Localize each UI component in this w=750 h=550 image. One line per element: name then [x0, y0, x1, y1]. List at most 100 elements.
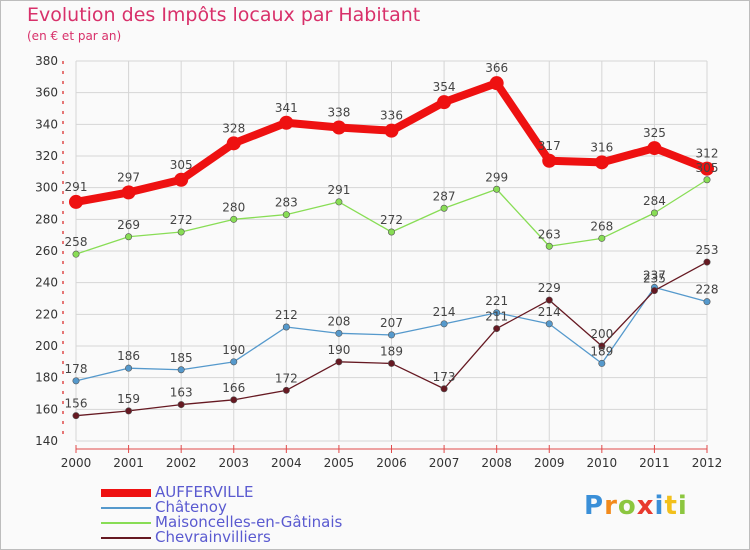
data-label: 272	[380, 213, 403, 227]
y-tick-label: 180	[35, 371, 58, 385]
data-label: 317	[538, 139, 561, 153]
legend-label: Maisoncelles-en-Gâtinais	[155, 513, 343, 531]
data-point	[69, 194, 83, 209]
chart-legend: AUFFERVILLE Châtenoy Maisoncelles-en-Gâtin…	[101, 485, 342, 545]
data-point	[177, 228, 185, 236]
chart-title: Evolution des Impôts locaux par Habitant	[27, 4, 421, 26]
data-label: 299	[485, 170, 508, 184]
data-point	[387, 359, 395, 367]
logo-letter: t	[664, 491, 678, 521]
data-point	[331, 120, 346, 135]
data-label: 214	[433, 305, 456, 319]
data-label: 214	[538, 305, 561, 319]
data-label: 328	[222, 121, 245, 135]
data-label: 336	[380, 109, 403, 123]
x-tick-label: 2005	[324, 456, 355, 470]
data-point	[545, 320, 553, 328]
data-point	[226, 136, 241, 151]
data-point	[700, 161, 714, 176]
logo-letter: x	[636, 491, 655, 521]
data-point	[72, 250, 80, 258]
chart-subtitle: (en € et par an)	[27, 29, 122, 43]
y-tick-label: 300	[35, 181, 58, 195]
x-tick-label: 2008	[481, 456, 512, 470]
data-label: 172	[275, 371, 298, 385]
data-label: 268	[590, 219, 613, 233]
data-label: 253	[696, 243, 719, 257]
data-point	[125, 407, 133, 415]
data-label: 190	[327, 343, 350, 357]
y-tick-label: 360	[35, 86, 58, 100]
logo-letter: r	[604, 491, 618, 521]
data-point	[335, 358, 343, 366]
data-point	[279, 115, 294, 130]
x-tick-label: 2012	[692, 456, 723, 470]
x-tick-label: 2009	[534, 456, 565, 470]
data-point	[121, 185, 136, 200]
data-point	[598, 342, 606, 350]
data-point	[177, 366, 185, 374]
data-point	[437, 95, 452, 110]
x-tick-label: 2011	[639, 456, 670, 470]
data-point	[282, 386, 290, 394]
data-label: 305	[696, 161, 719, 175]
data-point	[703, 298, 711, 306]
data-label: 212	[275, 308, 298, 322]
x-tick-label: 2006	[376, 456, 407, 470]
data-point	[440, 385, 448, 393]
data-label: 316	[590, 140, 613, 154]
data-label: 354	[433, 80, 456, 94]
y-tick-label: 140	[35, 434, 58, 448]
y-tick-label: 200	[35, 339, 58, 353]
data-label: 229	[538, 281, 561, 295]
data-point	[230, 358, 238, 366]
data-label: 185	[170, 351, 193, 365]
data-label: 280	[222, 200, 245, 214]
data-point	[598, 359, 606, 367]
x-tick-label: 2004	[271, 456, 302, 470]
y-tick-label: 260	[35, 244, 58, 258]
data-label: 173	[433, 370, 456, 384]
data-label: 200	[590, 327, 613, 341]
data-point	[230, 396, 238, 404]
legend-swatch	[101, 488, 151, 497]
legend-item: AUFFERVILLE	[101, 485, 342, 500]
data-point	[174, 172, 189, 187]
data-point	[703, 258, 711, 266]
legend-label: Châtenoy	[155, 498, 227, 516]
legend-swatch	[101, 536, 151, 539]
data-label: 159	[117, 392, 140, 406]
data-point	[387, 331, 395, 339]
legend-swatch	[101, 506, 151, 509]
x-tick-label: 2010	[587, 456, 618, 470]
data-point	[230, 215, 238, 223]
data-label: 297	[117, 170, 140, 184]
y-tick-label: 240	[35, 276, 58, 290]
data-label: 283	[275, 196, 298, 210]
legend-item: Maisoncelles-en-Gâtinais	[101, 515, 342, 530]
data-label: 269	[117, 218, 140, 232]
legend-item: Chevrainvilliers	[101, 530, 342, 545]
data-point	[440, 320, 448, 328]
data-point	[545, 296, 553, 304]
data-label: 228	[696, 283, 719, 297]
data-label: 284	[643, 194, 666, 208]
data-label: 272	[170, 213, 193, 227]
data-label: 291	[65, 180, 88, 194]
data-label: 263	[538, 227, 561, 241]
data-point	[384, 123, 399, 138]
data-point	[387, 228, 395, 236]
data-label: 156	[65, 397, 88, 411]
data-label: 235	[643, 272, 666, 286]
data-label: 190	[222, 343, 245, 357]
data-point	[545, 242, 553, 250]
data-label: 291	[327, 183, 350, 197]
x-tick-label: 2001	[113, 456, 144, 470]
data-label: 166	[222, 381, 245, 395]
data-label: 338	[327, 106, 350, 120]
data-label: 189	[590, 344, 613, 358]
data-point	[489, 76, 504, 91]
data-point	[335, 198, 343, 206]
data-label: 208	[327, 314, 350, 328]
